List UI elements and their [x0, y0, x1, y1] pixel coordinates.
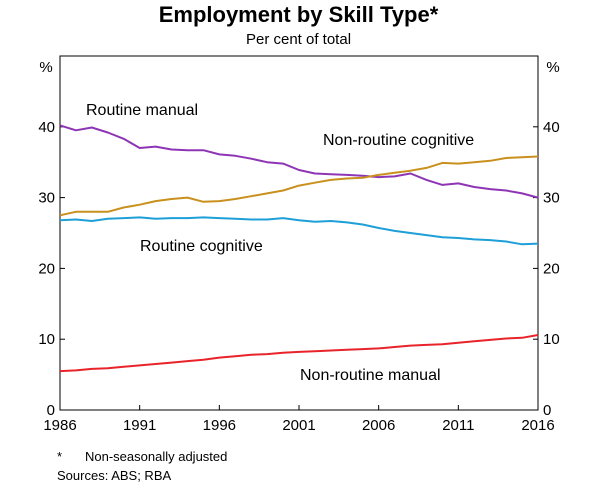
footnote: * Non-seasonally adjusted	[57, 449, 227, 464]
y-axis-unit-left: %	[39, 59, 52, 76]
y-tick-label-right: 0	[543, 402, 551, 419]
tick-labels: 0 0 10 10 20 20 30 30 40 40 1986 1991 1996 2001 2006 20…	[38, 119, 559, 434]
sources-note: Sources: ABS; RBA	[57, 468, 172, 483]
x-tick-label: 2011	[442, 417, 474, 434]
x-tick-label: 2016	[521, 417, 554, 434]
chart-title: Employment by Skill Type*	[158, 2, 439, 27]
y-tick-label-left: 10	[38, 331, 55, 348]
series-label-non-routine-cognitive: Non-routine cognitive	[323, 132, 474, 149]
y-axis-unit-right: %	[546, 59, 559, 76]
y-tick-label-right: 20	[543, 260, 560, 277]
y-tick-label-right: 40	[543, 119, 560, 136]
series-line-2	[59, 216, 539, 246]
line-chart: 0 0 10 10 20 20 30 30 40 40 1986 1991 1996 2001 2006 20…	[38, 55, 560, 434]
x-tick-label: 2006	[362, 417, 395, 434]
series-line-0	[59, 124, 539, 199]
y-tick-label-left: 30	[38, 190, 55, 207]
series-label-non-routine-manual: Non-routine manual	[300, 367, 441, 384]
chart-subtitle: Per cent of total	[245, 31, 352, 48]
series-line-1	[59, 155, 539, 217]
x-tick-label: 1991	[123, 417, 156, 434]
y-tick-label-right: 30	[543, 190, 560, 207]
y-tick-label-left: 20	[38, 260, 55, 277]
x-tick-label: 1996	[203, 417, 236, 434]
y-tick-label-left: 40	[38, 119, 55, 136]
y-tick-label-right: 10	[543, 331, 560, 348]
x-tick-label: 1986	[43, 417, 76, 434]
footnote-marker: *	[57, 449, 63, 464]
x-tick-label: 2001	[282, 417, 315, 434]
footnote-text: Non-seasonally adjusted	[85, 449, 228, 464]
series-label-routine-cognitive: Routine cognitive	[140, 238, 263, 255]
series-label-routine-manual: Routine manual	[86, 102, 198, 119]
y-tick-label-left: 0	[47, 402, 55, 419]
series-layer	[59, 124, 539, 373]
series-line-3	[59, 334, 539, 373]
